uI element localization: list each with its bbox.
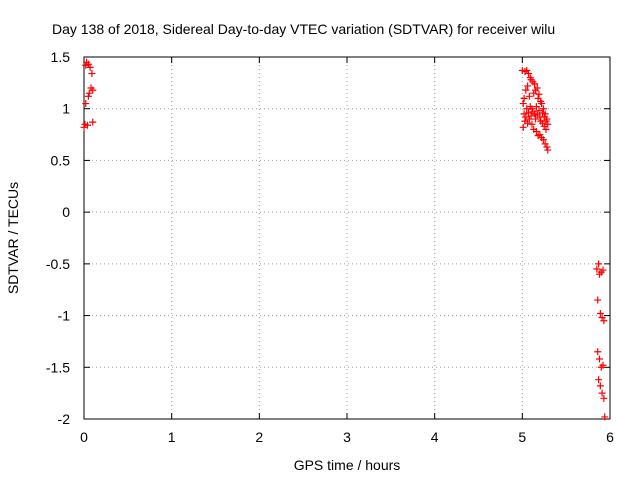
data-point (598, 389, 606, 397)
data-point (519, 100, 527, 108)
data-point (600, 394, 608, 402)
data-point (522, 113, 530, 121)
data-point (595, 355, 603, 363)
y-axis-ticks: 1.5 1 0.5 0 -0.5 -1 -1.5 -2 (46, 49, 610, 427)
x-tick-label: 0 (80, 429, 88, 445)
data-point (544, 120, 552, 128)
data-point (523, 66, 531, 74)
data-points (80, 58, 609, 421)
data-point (533, 84, 541, 92)
data-point (86, 63, 94, 71)
data-point (599, 361, 607, 369)
data-point (532, 103, 540, 111)
data-point (601, 413, 609, 421)
data-point (531, 115, 539, 123)
chart-title: Day 138 of 2018, Sidereal Day-to-day VTE… (52, 21, 555, 37)
data-point (525, 92, 533, 100)
y-tick-label: 0 (62, 204, 70, 220)
data-point (544, 146, 552, 154)
data-point (532, 127, 540, 135)
x-tick-label: 6 (606, 429, 614, 445)
y-tick-label: -2 (58, 411, 71, 427)
x-tick-label: 1 (168, 429, 176, 445)
y-tick-label: -0.5 (46, 256, 70, 272)
data-point (519, 123, 527, 131)
y-tick-label: 1.5 (51, 49, 71, 65)
data-point (89, 86, 97, 94)
y-axis-label: SDTVAR / TECUs (5, 182, 21, 294)
y-tick-label: 0.5 (51, 152, 71, 168)
data-point (88, 70, 96, 78)
data-point (595, 376, 603, 384)
data-point (539, 136, 547, 144)
x-tick-label: 5 (518, 429, 526, 445)
x-tick-label: 2 (255, 429, 263, 445)
data-point (594, 296, 602, 304)
data-point (530, 89, 538, 97)
data-point (531, 80, 539, 88)
data-point (543, 143, 551, 151)
data-point (535, 107, 543, 115)
data-point (522, 86, 530, 94)
grid (84, 57, 610, 419)
data-point (599, 266, 607, 274)
data-point (538, 100, 546, 108)
data-point (524, 70, 532, 78)
data-point (528, 105, 536, 113)
data-point (80, 123, 88, 131)
data-point (539, 105, 547, 113)
x-axis-label: GPS time / hours (294, 457, 401, 473)
data-point (85, 89, 93, 97)
data-point (600, 317, 608, 325)
data-point (527, 112, 535, 120)
data-point (542, 125, 550, 133)
data-point (82, 100, 90, 108)
data-point (524, 82, 532, 90)
data-point (593, 265, 601, 273)
x-tick-label: 3 (343, 429, 351, 445)
x-tick-label: 4 (431, 429, 439, 445)
data-point (596, 310, 604, 318)
x-axis-ticks: 0 1 2 3 4 5 6 (80, 57, 614, 445)
data-point (528, 120, 536, 128)
y-tick-label: 1 (62, 101, 70, 117)
data-point (520, 94, 528, 102)
data-point (543, 115, 551, 123)
data-point (535, 90, 543, 98)
data-point (536, 131, 544, 139)
data-point (594, 348, 602, 356)
data-point (596, 382, 604, 390)
data-point (84, 121, 92, 129)
y-tick-label: -1 (58, 308, 71, 324)
data-point (84, 92, 92, 100)
data-point (89, 118, 97, 126)
y-tick-label: -1.5 (46, 359, 70, 375)
data-point (541, 110, 549, 118)
data-point (595, 260, 603, 268)
data-point (524, 119, 532, 127)
data-point (541, 140, 549, 148)
